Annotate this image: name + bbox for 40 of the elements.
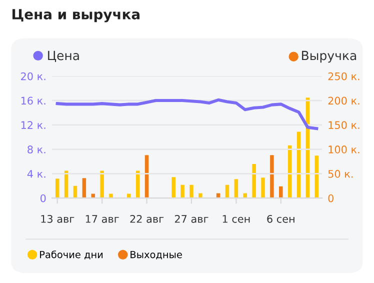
y-tick-label: 12 к. [21, 121, 46, 129]
y-tick-label: 20 к. [21, 72, 46, 80]
bar [82, 178, 86, 198]
bar [243, 193, 247, 198]
bar [279, 186, 283, 198]
y2-tick-label: 250 к. [328, 72, 360, 80]
x-tick-label: 6 сен [267, 214, 294, 223]
y-tick-label: 16 к. [21, 96, 46, 105]
bar [91, 194, 95, 198]
y2-tick-label: 200 к. [328, 96, 360, 105]
x-tick-label: 13 авг [41, 214, 74, 223]
legend-label: Выходные [130, 250, 182, 260]
x-tick-label: 1 сен [222, 215, 250, 223]
bar [270, 155, 274, 198]
y2-tick-label: 100 к. [328, 146, 360, 154]
x-tick-label: 27 авг [174, 214, 208, 223]
y2-axis-title: Выручка [302, 50, 356, 63]
bar [261, 178, 265, 198]
y2-tick-label: 50 к. [328, 170, 353, 178]
bar [198, 193, 202, 198]
y-tick-label: 8 к. [28, 146, 46, 154]
bar [109, 194, 113, 198]
y-tick-label: 0 [40, 194, 46, 202]
x-tick-label: 17 авг [86, 215, 119, 223]
bar [252, 164, 256, 198]
bar [234, 179, 238, 198]
y-tick-label: 4 к. [27, 170, 46, 178]
y2-tick-label: 150 к. [328, 121, 360, 130]
bar [127, 194, 131, 198]
bar [55, 178, 60, 198]
bar [100, 170, 104, 198]
bar [180, 184, 184, 198]
x-tick-label: 22 авг [130, 214, 164, 223]
bar [172, 177, 176, 198]
bar [190, 184, 194, 198]
chart-title: Цена и выручка [12, 9, 140, 22]
legend-label: Рабочие дни [40, 250, 103, 260]
y2-tick-label: 0 [328, 194, 334, 202]
line-series [56, 98, 318, 130]
legend-label: Цена [48, 50, 79, 62]
